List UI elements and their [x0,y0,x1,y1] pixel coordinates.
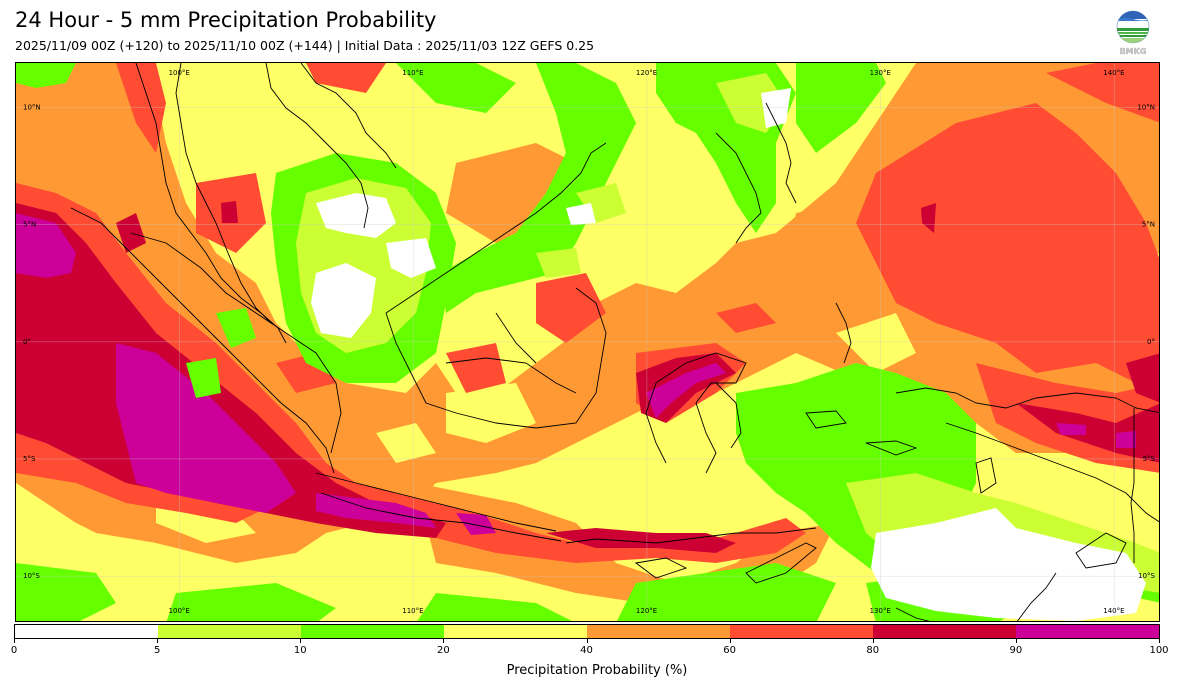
lat-label-right: 5°N [1142,221,1155,229]
colorbar-title-text: Precipitation Probability (%) [506,663,688,678]
lat-label-right: 10°S [1138,572,1155,580]
map-labels: 100°E 110°E 120°E 130°E 140°E 100°E 110°… [23,69,1156,615]
lon-label-bottom: 140°E [1103,607,1124,615]
colorbar-segment [444,625,587,638]
map-title: 24 Hour - 5 mm Precipitation Probability [15,8,437,32]
colorbar-tick-mark [729,639,731,643]
graticule [16,63,1159,621]
lon-label-bottom: 100°E [169,607,190,615]
colorbar-tick-label: 40 [580,645,593,656]
lat-label-left: 5°S [23,455,36,463]
colorbar-tick-mark [586,639,588,643]
colorbar-tick-mark [14,639,15,643]
lat-label-left: 10°S [23,572,40,580]
colorbar-segment [1016,625,1159,638]
lon-label-bottom: 130°E [870,607,891,615]
map-canvas: 100°E 110°E 120°E 130°E 140°E 100°E 110°… [16,63,1159,621]
colorbar-tick-label: 10 [293,645,307,656]
bmkg-logo: BMKG [1112,10,1154,56]
bmkg-logo-icon: BMKG [1116,10,1150,56]
colorbar-tick-mark [1015,639,1017,643]
lat-label-left: 5°N [23,221,36,229]
colorbar-tick-label: 80 [866,645,880,656]
colorbar [14,624,1160,639]
colorbar-segment [587,625,730,638]
lon-label-top: 110°E [402,69,423,77]
colorbar-tick-label: 5 [153,645,161,656]
colorbar-segment [15,625,158,638]
lat-label-right: 10°N [1137,104,1155,112]
colorbar-ticks: 0 5 10 20 40 60 80 90 100 [10,639,1169,659]
lon-label-top: 130°E [870,69,891,77]
colorbar-tick-label: 90 [1009,645,1023,656]
lon-label-bottom: 120°E [636,607,657,615]
lat-label-right: 5°S [1143,455,1156,463]
coastlines [70,63,1159,621]
colorbar-segment [730,625,873,638]
lon-label-top: 100°E [169,69,190,77]
field-0-5 [311,88,1146,621]
colorbar-segment [301,625,444,638]
logo-text: BMKG [1120,47,1147,56]
colorbar-title: Precipitation Probability (%) [0,663,1180,678]
colorbar-segment [158,625,301,638]
lat-label-right: 0° [1147,338,1155,346]
lat-label-left: 10°N [23,104,41,112]
colorbar-tick-mark [1159,639,1160,643]
colorbar-tick-label: 0 [10,645,18,656]
lon-label-top: 120°E [636,69,657,77]
colorbar-tick-label: 20 [437,645,450,656]
colorbar-tick-mark [157,639,159,643]
colorbar-tick-label: 100 [1149,645,1169,656]
lon-label-top: 140°E [1103,69,1124,77]
colorbar-tick-mark [443,639,445,643]
colorbar-segment [873,625,1016,638]
lat-label-left: 0° [23,338,31,346]
colorbar-tick-mark [300,639,302,643]
lon-label-bottom: 110°E [402,607,423,615]
colorbar-tick-mark [872,639,874,643]
colorbar-tick-label: 60 [723,645,736,656]
precipitation-map[interactable]: 100°E 110°E 120°E 130°E 140°E 100°E 110°… [15,62,1160,622]
map-subtitle: 2025/11/09 00Z (+120) to 2025/11/10 00Z … [15,38,595,53]
